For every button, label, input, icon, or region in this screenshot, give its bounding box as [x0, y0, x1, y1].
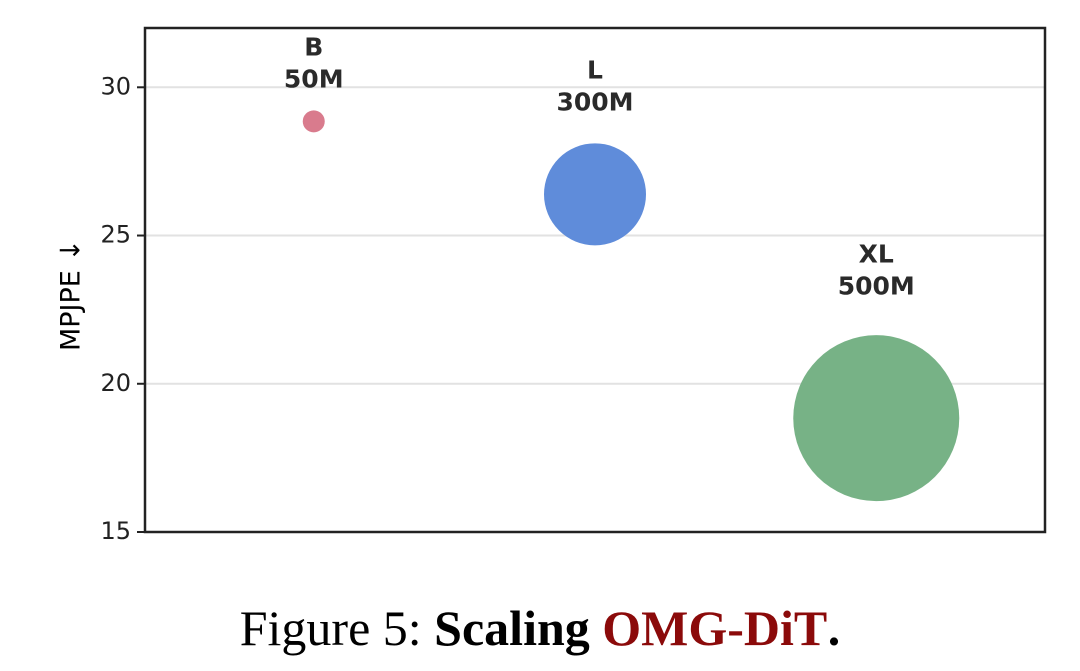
size-label: 50M [284, 65, 344, 94]
y-tick-label: 25 [100, 221, 131, 249]
bubble [544, 143, 646, 246]
caption-end: . [827, 600, 841, 656]
bubble [302, 110, 325, 133]
caption-bold: Scaling [434, 600, 590, 656]
size-label: 300M [556, 88, 633, 117]
y-tick-label: 20 [100, 369, 131, 397]
y-axis-label: MPJPE ↓ [56, 239, 87, 351]
y-tick-label: 30 [100, 72, 131, 100]
bubble-label: XL [859, 239, 894, 268]
plot-frame [143, 26, 1047, 534]
caption-prefix: Figure 5: [239, 600, 422, 656]
bubble-label: L [587, 56, 603, 85]
bubble [793, 335, 960, 502]
chart: MPJPE ↓ 15 20 25 30 B 50M L 300M XL 500M [56, 26, 1047, 545]
caption: Figure 5: Scaling OMG-DiT . [0, 598, 1080, 658]
caption-highlight: OMG-DiT [602, 600, 828, 656]
size-label: 500M [838, 271, 915, 300]
bubble-label: B [304, 33, 323, 62]
y-tick-label: 15 [100, 517, 131, 545]
